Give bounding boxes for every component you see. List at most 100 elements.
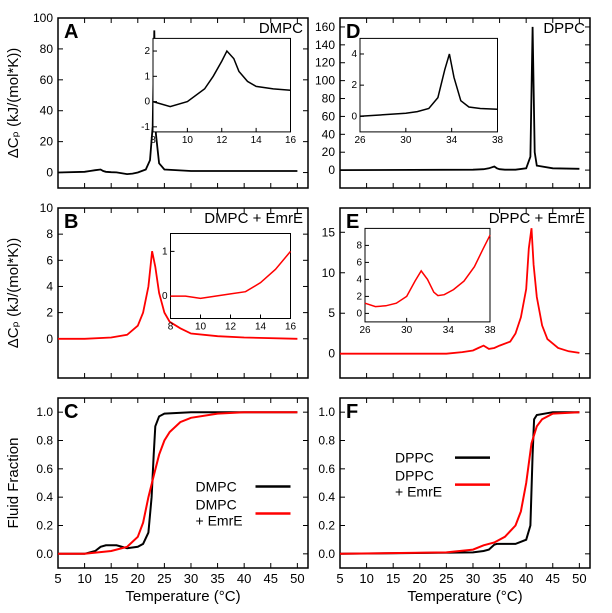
ytick-label: 10: [322, 266, 336, 280]
xtick-label: 40: [519, 571, 533, 586]
panel-F: 5101520253035404550Temperature (°C)0.00.…: [318, 398, 590, 605]
inset-ytick-label: 0: [351, 111, 357, 122]
ytick-label: 80: [40, 42, 54, 56]
legend-label: DPPC: [395, 450, 434, 466]
xtick-label: 45: [264, 571, 278, 586]
ytick-label: 0: [328, 163, 335, 177]
ytick-label: 40: [40, 104, 54, 118]
ytick-label: 0.6: [318, 462, 335, 476]
ytick-label: 0.4: [36, 490, 53, 504]
xlabel: Temperature (°C): [125, 588, 240, 605]
xtick-label: 20: [413, 571, 427, 586]
plot-frame: [340, 398, 590, 568]
inset-frame: [171, 234, 291, 319]
ytick-label: 100: [315, 74, 335, 88]
inset-ytick-label: 2: [351, 80, 357, 91]
inset-ytick-label: 0: [162, 291, 168, 302]
inset-xtick-label: 12: [225, 322, 237, 333]
ylabel: ΔCₚ (kJ/(mol*K)): [5, 48, 22, 159]
xtick-label: 5: [336, 571, 343, 586]
inset-ytick-label: 8: [356, 240, 362, 251]
ytick-label: 2: [46, 306, 53, 320]
xtick-label: 5: [54, 571, 61, 586]
inset-E: 2630343802468: [356, 228, 496, 336]
panel-title: DMPC + EmrE: [204, 210, 303, 227]
ytick-label: 6: [46, 253, 53, 267]
xtick-label: 35: [492, 571, 506, 586]
inset-xtick-label: 10: [195, 322, 207, 333]
ytick-label: 0.8: [36, 434, 53, 448]
ytick-label: 0.2: [318, 519, 335, 533]
inset-frame: [365, 228, 490, 322]
inset-frame: [153, 38, 291, 131]
inset-ytick-label: 4: [351, 49, 357, 60]
panel-letter: C: [64, 401, 78, 423]
ytick-label: 0.8: [318, 434, 335, 448]
ytick-label: 0.6: [36, 462, 53, 476]
ytick-label: 0: [328, 347, 335, 361]
panel-A: 020406080100ΔCₚ (kJ/(mol*K))ADMPC8101214…: [5, 11, 308, 188]
xtick-label: 15: [104, 571, 118, 586]
inset-xtick-label: 34: [443, 325, 455, 336]
inset-xtick-label: 16: [285, 135, 297, 146]
series-1: [340, 412, 579, 554]
ytick-label: 140: [315, 38, 335, 52]
xtick-label: 20: [131, 571, 145, 586]
xtick-label: 35: [210, 571, 224, 586]
ytick-label: 40: [322, 127, 336, 141]
panel-letter: E: [346, 211, 359, 233]
inset-xtick-label: 8: [150, 135, 156, 146]
inset-xtick-label: 10: [182, 135, 194, 146]
ytick-label: 10: [40, 201, 54, 215]
panel-title: DPPC: [543, 20, 585, 37]
xtick-label: 25: [439, 571, 453, 586]
ylabel: Fluid Fraction: [5, 438, 22, 529]
xtick-label: 10: [77, 571, 91, 586]
ytick-label: 20: [322, 145, 336, 159]
inset-xtick-label: 26: [354, 135, 366, 146]
xtick-label: 25: [157, 571, 171, 586]
ytick-label: 1.0: [318, 405, 335, 419]
ytick-label: 0: [46, 332, 53, 346]
inset-ytick-label: 0: [144, 97, 150, 108]
ytick-label: 0.4: [318, 490, 335, 504]
inset-ytick-label: 2: [356, 291, 362, 302]
ytick-label: 0.2: [36, 519, 53, 533]
ytick-label: 15: [322, 225, 336, 239]
inset-xtick-label: 38: [492, 135, 504, 146]
legend-label: DPPC: [395, 468, 434, 484]
panel-letter: B: [64, 211, 78, 233]
ytick-label: 60: [40, 73, 54, 87]
panel-title: DMPC: [259, 20, 303, 37]
ytick-label: 0: [46, 166, 53, 180]
ytick-label: 80: [322, 92, 336, 106]
inset-xtick-label: 16: [285, 322, 297, 333]
inset-ytick-label: 4: [356, 274, 362, 285]
inset-ytick-label: 1: [162, 246, 168, 257]
xtick-label: 45: [546, 571, 560, 586]
legend-label: DMPC: [196, 497, 237, 513]
inset-xtick-label: 38: [484, 325, 496, 336]
inset-xtick-label: 26: [359, 325, 371, 336]
xtick-label: 30: [184, 571, 198, 586]
plot-frame: [58, 398, 308, 568]
panel-E: 051015EDPPC + EmrE2630343802468: [322, 208, 590, 378]
ylabel: ΔCₚ (kJ/(mol*K)): [5, 238, 22, 349]
xtick-label: 10: [359, 571, 373, 586]
ytick-label: 120: [315, 56, 335, 70]
inset-ytick-label: 0: [356, 308, 362, 319]
inset-xtick-label: 34: [446, 135, 458, 146]
inset-xtick-label: 14: [255, 322, 267, 333]
xtick-label: 30: [466, 571, 480, 586]
ytick-label: 100: [33, 11, 53, 25]
legend: DMPCDMPC+ EmrE: [196, 479, 291, 529]
legend-label: + EmrE: [395, 484, 442, 500]
inset-xtick-label: 8: [168, 322, 174, 333]
inset-frame: [360, 38, 498, 131]
xtick-label: 15: [386, 571, 400, 586]
inset-B: 8 10 12 14 16 0 1: [162, 234, 297, 333]
panel-letter: F: [346, 401, 358, 423]
ytick-label: 160: [315, 20, 335, 34]
inset-A: 810121416-1012: [141, 38, 296, 145]
inset-ytick-label: 1: [144, 71, 150, 82]
